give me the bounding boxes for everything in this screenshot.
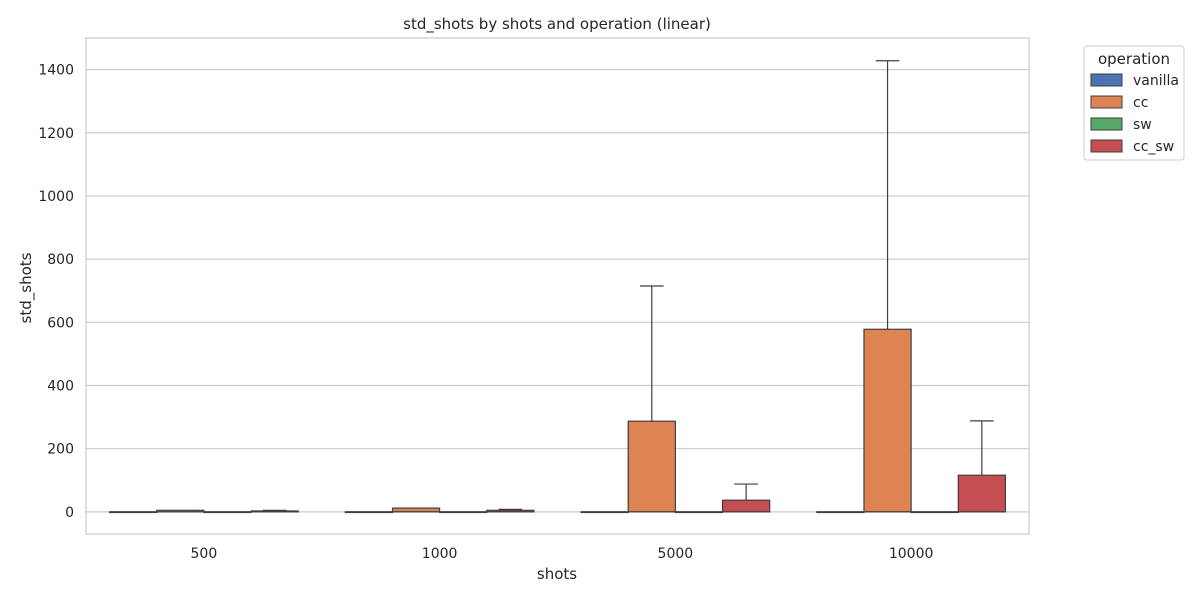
legend-title: operation (1098, 50, 1170, 68)
legend-label-vanilla: vanilla (1133, 73, 1179, 89)
box-body (627, 420, 676, 513)
y-tick-label: 1200 (38, 126, 74, 142)
box-sw-5000 (674, 511, 724, 514)
legend-swatch-sw (1090, 117, 1123, 131)
legend-label-sw: sw (1133, 117, 1152, 133)
box-vanilla-500 (108, 511, 158, 514)
x-tick-label: 5000 (658, 546, 694, 562)
box-cc_sw-500 (250, 509, 299, 513)
y-tick-label: 800 (47, 252, 74, 268)
y-tick-labels: 0 200 400 600 800 1000 1200 1400 (38, 63, 74, 521)
y-tick-label: 600 (47, 315, 74, 331)
box-vanilla-10000 (816, 511, 865, 514)
box-cc-5000 (627, 285, 676, 513)
box-sw-10000 (910, 511, 959, 514)
box-cc-500 (156, 509, 205, 513)
legend-label-cc: cc (1133, 95, 1148, 111)
box-sw-1000 (439, 511, 488, 514)
y-tick-label: 0 (65, 505, 74, 521)
box-cc-1000 (391, 507, 441, 513)
box-vanilla-1000 (344, 511, 394, 514)
box-sw-500 (203, 511, 252, 514)
box-cc_sw-5000 (721, 483, 771, 513)
box-body (957, 474, 1007, 513)
plot-frame (85, 37, 1030, 535)
legend-items: vanilla cc sw cc_sw (1090, 73, 1179, 155)
y-tick-label: 1000 (38, 189, 74, 205)
plot-marks (108, 60, 1007, 514)
legend-label-cc_sw: cc_sw (1133, 139, 1174, 155)
x-tick-label: 10000 (889, 546, 934, 562)
chart-title: std_shots by shots and operation (linear… (403, 15, 711, 34)
x-axis-label: shots (537, 565, 577, 583)
box-body (721, 499, 771, 513)
y-tick-label: 400 (47, 379, 74, 395)
box-cc-10000 (863, 60, 912, 513)
y-tick-label: 1400 (38, 63, 74, 79)
legend-swatch-vanilla (1090, 73, 1123, 87)
legend: operation vanilla cc sw cc_sw (1083, 45, 1185, 161)
box-cc_sw-1000 (486, 508, 535, 513)
x-tick-labels: 500 1000 5000 10000 (191, 546, 934, 562)
x-tick-label: 500 (191, 546, 218, 562)
x-tick-label: 1000 (422, 546, 458, 562)
box-cc_sw-10000 (957, 420, 1007, 513)
y-tick-label: 200 (47, 442, 74, 458)
box-body (863, 328, 912, 513)
legend-swatch-cc (1090, 95, 1123, 109)
y-axis-label: std_shots (17, 252, 36, 323)
box-vanilla-5000 (580, 511, 629, 514)
legend-swatch-cc_sw (1090, 139, 1123, 153)
